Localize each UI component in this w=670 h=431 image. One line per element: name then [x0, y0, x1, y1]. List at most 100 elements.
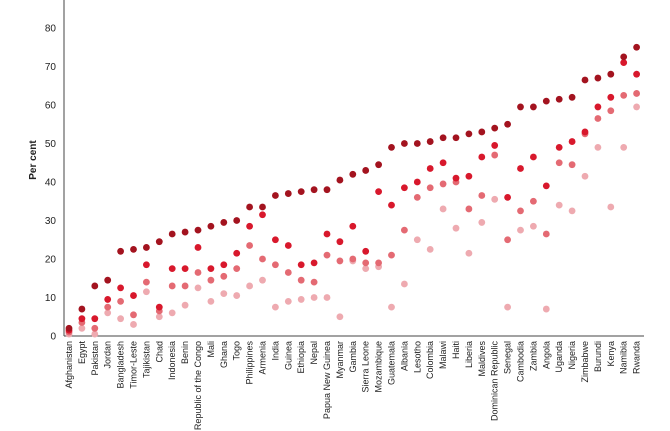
data-point: [401, 226, 408, 234]
data-point: [388, 143, 395, 151]
data-point: [207, 222, 215, 230]
x-tick-label: Togo: [232, 341, 242, 361]
data-point: [568, 138, 576, 145]
x-tick-label: Albania: [399, 341, 409, 371]
x-tick-label: India: [270, 341, 280, 361]
data-point: [323, 294, 331, 301]
data-point: [117, 284, 124, 292]
data-point: [607, 203, 615, 211]
data-point: [246, 203, 254, 211]
data-points: [65, 43, 640, 338]
data-point: [401, 140, 408, 147]
data-point: [439, 159, 447, 167]
data-point: [620, 91, 628, 99]
data-point: [168, 282, 176, 290]
data-point: [478, 192, 486, 199]
x-tick-label: Myanmar: [335, 341, 345, 379]
data-point: [207, 297, 215, 305]
data-point: [594, 115, 602, 122]
data-point: [233, 249, 241, 257]
x-tick-label: Kenya: [606, 341, 616, 367]
data-point: [375, 259, 382, 267]
data-point: [155, 238, 163, 246]
data-point: [194, 269, 202, 276]
data-point: [375, 188, 382, 196]
data-point: [439, 205, 447, 213]
data-point: [297, 296, 305, 303]
data-point: [452, 224, 460, 232]
x-tick-label: Afghanistan: [64, 341, 74, 389]
data-point: [620, 53, 628, 61]
data-point: [413, 236, 421, 244]
data-point: [349, 170, 357, 178]
data-point: [620, 59, 628, 67]
x-tick-label: Angola: [541, 341, 551, 369]
data-point: [207, 276, 215, 284]
x-tick-label: Jordan: [103, 341, 113, 369]
data-point: [542, 182, 550, 190]
data-point: [336, 238, 344, 246]
y-tick-label: 60: [45, 101, 57, 112]
data-point: [233, 217, 241, 224]
data-point: [478, 219, 486, 226]
x-tick-label: Pakistan: [90, 341, 100, 376]
data-point: [452, 174, 460, 182]
data-point: [439, 134, 447, 142]
data-point: [439, 180, 447, 188]
y-tick-label: 20: [45, 255, 57, 266]
x-tick-label: Nepal: [309, 341, 319, 365]
data-point: [259, 203, 266, 211]
data-point: [220, 290, 228, 298]
data-point: [362, 167, 370, 174]
data-point: [478, 128, 486, 136]
data-point: [517, 165, 524, 172]
x-tick-label: Papua New Guinea: [322, 341, 332, 419]
x-tick-label: Haiti: [451, 341, 461, 359]
x-tick-label: Indonesia: [167, 341, 177, 380]
data-point: [130, 311, 137, 319]
data-point: [401, 280, 408, 288]
data-point: [555, 159, 563, 167]
data-point: [620, 143, 628, 151]
x-tick-label: Cambodia: [516, 341, 526, 382]
data-point: [310, 294, 318, 301]
data-point: [491, 195, 499, 203]
y-tick-label: 40: [45, 178, 57, 189]
data-point: [220, 219, 228, 226]
data-point: [362, 259, 370, 267]
data-point: [181, 228, 189, 236]
data-point: [504, 236, 511, 244]
x-tick-label: Malawi: [438, 341, 448, 369]
data-point: [375, 161, 382, 169]
data-point: [297, 261, 305, 269]
data-point: [388, 251, 395, 259]
y-tick-label: 50: [45, 139, 57, 150]
data-point: [168, 230, 176, 238]
data-point: [181, 265, 189, 273]
y-tick-label: 10: [45, 293, 57, 304]
data-point: [130, 245, 137, 253]
data-point: [272, 303, 279, 311]
y-tick-label: 70: [45, 62, 57, 73]
data-point: [504, 303, 511, 311]
data-point: [388, 303, 395, 311]
data-point: [349, 255, 357, 263]
data-point: [155, 303, 163, 311]
data-point: [517, 226, 524, 234]
data-point: [607, 107, 615, 115]
data-point: [413, 194, 421, 201]
x-tick-label: Tajikistan: [141, 341, 151, 378]
data-point: [130, 321, 137, 328]
data-point: [91, 282, 99, 290]
x-tick-label: Guinea: [283, 341, 293, 370]
x-tick-label: Zimbabwe: [580, 341, 590, 383]
data-point: [168, 265, 176, 273]
data-point: [207, 265, 215, 273]
data-point: [91, 315, 99, 323]
data-point: [155, 313, 163, 321]
data-point: [143, 288, 150, 296]
data-point: [246, 242, 254, 249]
x-tick-label: Armenia: [258, 341, 268, 375]
data-point: [426, 245, 434, 253]
data-point: [168, 309, 176, 317]
